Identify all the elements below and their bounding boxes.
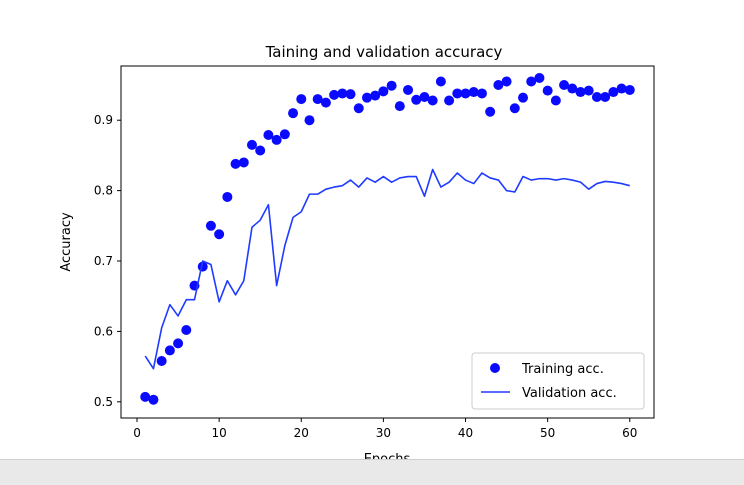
training-point — [320, 97, 331, 108]
training-point — [452, 88, 463, 99]
training-point — [509, 103, 520, 114]
legend-marker-training — [490, 363, 500, 373]
y-axis-label: Accuracy — [59, 212, 74, 272]
training-point — [559, 80, 570, 91]
training-point — [263, 129, 274, 140]
legend-label-training: Training acc. — [521, 362, 604, 377]
x-tick-label: 20 — [294, 426, 309, 440]
training-point — [378, 86, 389, 97]
training-point — [567, 83, 578, 94]
training-point — [304, 115, 315, 126]
chart: Taining and validation accuracy 0.50.60.… — [59, 43, 655, 460]
training-point — [279, 129, 290, 140]
training-point — [583, 85, 594, 96]
training-point — [246, 139, 257, 150]
x-tick-label: 60 — [622, 426, 637, 440]
series-layer — [140, 72, 635, 405]
training-point — [353, 103, 364, 114]
legend-label-validation: Validation acc. — [522, 386, 617, 401]
training-point — [411, 94, 422, 105]
training-point — [575, 87, 586, 98]
training-point — [361, 92, 372, 103]
y-tick-label: 0.8 — [94, 184, 113, 198]
training-point — [550, 95, 561, 106]
training-point — [518, 92, 529, 103]
training-point — [394, 101, 405, 112]
training-point — [238, 157, 249, 168]
x-tick-label: 0 — [133, 426, 141, 440]
x-tick-label: 10 — [212, 426, 227, 440]
training-point — [173, 338, 184, 349]
legend-box — [471, 352, 645, 410]
training-point — [230, 158, 241, 169]
training-point — [534, 72, 545, 83]
training-point — [476, 88, 487, 99]
training-point — [255, 145, 266, 156]
legend: Training acc. Validation acc. — [471, 352, 645, 410]
chart-title: Taining and validation accuracy — [265, 43, 503, 61]
training-point — [296, 94, 307, 105]
training-point — [444, 95, 455, 106]
training-point — [271, 134, 282, 145]
training-point — [460, 88, 471, 99]
x-tick-label: 40 — [458, 426, 473, 440]
training-point — [329, 89, 340, 100]
y-tick-label: 0.9 — [94, 113, 113, 127]
validation-line — [144, 168, 630, 370]
training-point — [312, 94, 323, 105]
training-point — [370, 90, 381, 101]
training-point — [493, 80, 504, 91]
y-axis: 0.5 0.6 0.7 0.8 0.9 — [94, 113, 121, 409]
training-point — [468, 87, 479, 98]
training-point — [288, 108, 299, 119]
bottom-bar — [0, 459, 744, 485]
x-axis-label: Epochs — [364, 452, 411, 460]
training-point — [616, 83, 627, 94]
training-point — [345, 89, 356, 100]
training-point — [608, 87, 619, 98]
training-point — [222, 191, 233, 202]
training-point — [427, 95, 438, 106]
training-point — [526, 76, 537, 87]
training-point — [181, 325, 192, 335]
y-tick-label: 0.6 — [94, 324, 113, 338]
training-point — [140, 391, 151, 402]
training-point — [156, 355, 167, 366]
training-point — [164, 345, 175, 356]
training-point — [205, 220, 216, 231]
x-tick-label: 30 — [376, 426, 391, 440]
training-point — [386, 80, 397, 91]
y-tick-label: 0.5 — [94, 395, 113, 409]
training-point — [600, 91, 611, 102]
training-point — [148, 394, 159, 405]
training-point — [214, 229, 225, 240]
training-point — [542, 85, 553, 96]
training-point — [403, 84, 414, 95]
training-point — [485, 106, 496, 117]
training-point — [435, 76, 446, 87]
training-point — [624, 84, 635, 95]
y-tick-label: 0.7 — [94, 254, 113, 268]
training-point — [591, 91, 602, 102]
training-point — [419, 91, 430, 102]
x-tick-label: 50 — [540, 426, 555, 440]
x-axis: 0 10 20 30 40 50 60 — [133, 418, 637, 440]
training-point — [337, 88, 348, 99]
training-point — [501, 76, 512, 87]
